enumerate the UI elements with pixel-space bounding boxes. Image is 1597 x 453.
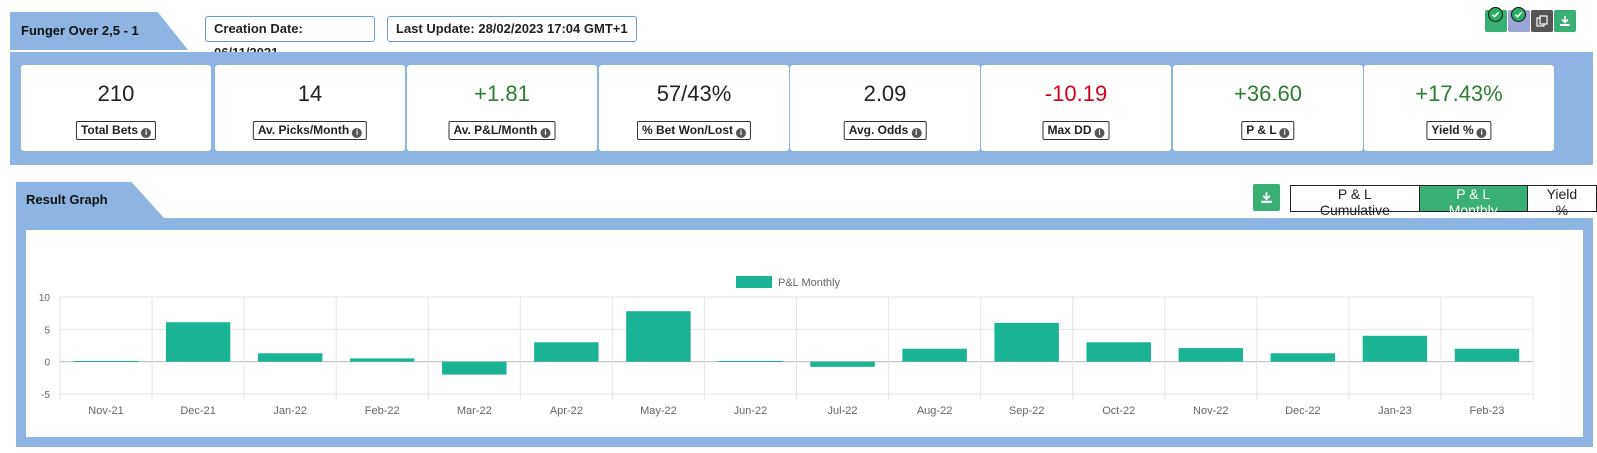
x-tick-label: Apr-22 [550, 405, 583, 417]
info-icon[interactable]: i [736, 128, 747, 138]
stat-card-yield: +17.43% Yield % i [1364, 65, 1554, 151]
stat-value: +1.81 [474, 81, 530, 106]
graph-mode-toggle: P & L Cumulative P & L Monthly Yield % [1290, 185, 1597, 218]
bar-jul-22 [810, 361, 875, 367]
bar-apr-22 [534, 342, 599, 362]
info-icon[interactable]: i [352, 128, 363, 138]
chart-container: -5 0 5 10 Nov-21 Dec-21 Jan-22 Feb-22 Mar-22 Apr-… [26, 230, 1583, 437]
check-badge-icon[interactable] [1485, 7, 1507, 32]
last-update: Last Update: 28/02/2023 17:04 GMT+1 [387, 16, 637, 42]
stat-card-bet-won-lost: 57/43% % Bet Won/Lost i [599, 65, 789, 151]
download-icon [1261, 192, 1272, 203]
download-icon[interactable] [1554, 10, 1576, 32]
stat-label: P & L [1246, 123, 1277, 137]
check-icon [1488, 7, 1503, 22]
y-tick-label: 0 [44, 358, 50, 369]
bar-aug-22 [902, 348, 967, 362]
copy-icon[interactable] [1531, 10, 1553, 32]
stat-label: Av. P&L/Month [453, 123, 538, 137]
info-icon[interactable]: i [911, 128, 922, 138]
bar-feb-22 [349, 358, 415, 362]
bar-jan-23 [1362, 335, 1428, 362]
x-tick-label: Nov-22 [1193, 405, 1228, 417]
stat-card-total-bets: 210 Total Bets i [21, 65, 211, 151]
chart-download-button[interactable] [1253, 184, 1280, 211]
stat-value: 57/43% [656, 81, 732, 106]
stat-label: Total Bets [80, 123, 139, 137]
stat-card-avg-odds: 2.09 Avg. Odds i [790, 65, 980, 151]
stat-label: Avg. Odds [848, 123, 909, 137]
bar-jun-22 [718, 361, 783, 363]
stat-label-box[interactable]: Total Bets i [75, 121, 157, 140]
stat-label: Max DD [1047, 123, 1092, 137]
stat-label-box[interactable]: Avg. Odds i [843, 121, 927, 140]
info-icon[interactable]: i [141, 128, 152, 138]
info-icon[interactable]: i [1279, 128, 1290, 138]
toggle-yield[interactable]: Yield % [1526, 186, 1596, 218]
y-tick-label: 10 [39, 293, 51, 304]
check-icon [1511, 7, 1526, 22]
bar-jan-22 [257, 353, 323, 362]
check-badge-icon[interactable] [1508, 7, 1530, 32]
stat-label-box[interactable]: Av. Picks/Month i [252, 121, 368, 140]
stat-card-av-pl-month: +1.81 Av. P&L/Month i [407, 65, 597, 151]
bar-nov-22 [1178, 348, 1244, 362]
bar-oct-22 [1086, 342, 1151, 362]
bar-dec-21 [165, 322, 231, 362]
top-toolbar [1485, 7, 1576, 32]
x-tick-label: Jan-23 [1378, 405, 1412, 417]
x-tick-label: Jul-22 [828, 405, 858, 417]
graph-panel: -5 0 5 10 Nov-21 Dec-21 Jan-22 Feb-22 Mar-22 Apr-… [16, 218, 1593, 447]
x-tick-label: Feb-23 [1470, 405, 1505, 417]
bar-mar-22 [442, 361, 507, 375]
x-tick-label: Jun-22 [734, 405, 768, 417]
stat-label-box[interactable]: Max DD i [1042, 121, 1110, 140]
stats-panel: 210 Total Bets i 14 Av. Picks/Month i +1.8… [10, 52, 1593, 165]
stat-label-box[interactable]: % Bet Won/Lost i [636, 121, 752, 140]
legend-label: P&L Monthly [778, 277, 840, 289]
creation-date: Creation Date: 06/11/2021 [205, 16, 375, 60]
x-tick-label: Jan-22 [273, 405, 307, 417]
stat-value: -10.19 [1044, 81, 1108, 106]
pl-monthly-chart: -5 0 5 10 Nov-21 Dec-21 Jan-22 Feb-22 Mar-22 Apr-… [39, 276, 1534, 417]
stat-value: +36.60 [1234, 81, 1302, 106]
x-tick-label: May-22 [640, 405, 677, 417]
x-tick-label: Sep-22 [1009, 405, 1044, 417]
stat-label: Av. Picks/Month [257, 123, 350, 137]
x-tick-label: Mar-22 [457, 405, 492, 417]
toggle-pl-cumulative[interactable]: P & L Cumulative [1291, 186, 1419, 218]
x-tick-label: Aug-22 [917, 405, 952, 417]
toggle-pl-monthly[interactable]: P & L Monthly [1418, 186, 1527, 218]
x-tick-label: Dec-21 [180, 405, 215, 417]
strategy-title: Funger Over 2,5 - 1 [10, 12, 188, 50]
bar-nov-21 [73, 361, 139, 363]
x-tick-label: Feb-22 [365, 405, 400, 417]
result-graph-title: Result Graph [16, 182, 164, 218]
info-icon[interactable]: i [540, 128, 551, 138]
bar-sep-22 [994, 322, 1059, 362]
y-tick-label: -5 [41, 390, 50, 401]
stat-value: 14 [297, 81, 323, 106]
stat-label-box[interactable]: Av. P&L/Month i [448, 121, 556, 140]
stat-card-max-dd: -10.19 Max DD i [981, 65, 1171, 151]
stat-card-av-picks-month: 14 Av. Picks/Month i [215, 65, 405, 151]
bar-feb-23 [1454, 348, 1520, 362]
bar-dec-22 [1270, 353, 1336, 362]
info-icon[interactable]: i [1094, 128, 1105, 138]
legend-swatch [736, 276, 772, 288]
x-tick-label: Dec-22 [1285, 405, 1320, 417]
stat-value: +17.43% [1415, 81, 1503, 106]
stat-label-box[interactable]: Yield % i [1426, 121, 1492, 140]
x-tick-label: Oct-22 [1102, 405, 1135, 417]
stat-value: 210 [97, 81, 135, 106]
stat-label: Yield % [1431, 123, 1474, 137]
x-tick-label: Nov-21 [88, 405, 123, 417]
stat-label: % Bet Won/Lost [641, 123, 734, 137]
stat-value: 2.09 [863, 81, 907, 106]
info-icon[interactable]: i [1476, 128, 1487, 138]
y-tick-label: 5 [44, 325, 50, 336]
bar-may-22 [626, 311, 691, 362]
